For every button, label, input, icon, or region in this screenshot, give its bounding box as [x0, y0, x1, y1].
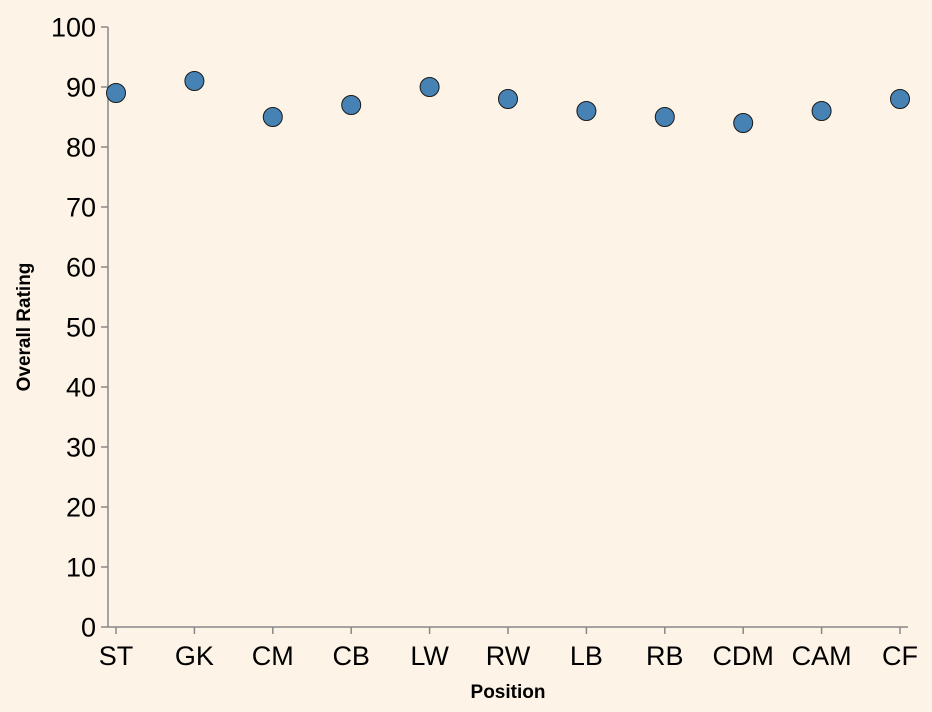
data-point-lw [419, 77, 440, 97]
data-point-lb [576, 101, 597, 121]
x-tick-label: GK [175, 641, 214, 671]
data-point-cb [341, 95, 362, 115]
data-point-cf [890, 89, 910, 109]
data-point-rw [498, 89, 518, 109]
y-axis: 0 10 20 30 40 50 60 70 80 90 100 [51, 13, 109, 643]
data-point-gk [184, 71, 205, 91]
data-point-cm [262, 107, 283, 127]
y-tick-label: 40 [66, 373, 96, 403]
data-point-cam [811, 101, 832, 121]
data-point-rb [654, 107, 675, 127]
x-tick-label: CB [332, 641, 370, 671]
data-point-cdm [733, 113, 754, 133]
x-tick-label: ST [99, 641, 134, 671]
y-tick-label: 20 [66, 493, 96, 523]
y-tick-label: 30 [66, 433, 96, 463]
y-tick-label: 10 [66, 553, 96, 583]
y-axis-title: Overall Rating [14, 263, 35, 392]
x-tick-label: CAM [792, 641, 852, 671]
data-points [106, 71, 910, 133]
y-tick-label: 70 [66, 193, 96, 223]
y-tick-label: 0 [81, 613, 96, 643]
y-tick-label: 50 [66, 313, 96, 343]
x-tick-label: LW [410, 641, 449, 671]
y-tick-label: 100 [51, 13, 96, 43]
x-tick-label: CM [252, 641, 294, 671]
x-tick-label: LB [570, 641, 603, 671]
x-axis-title: Position [471, 682, 546, 703]
x-tick-label: CDM [712, 641, 774, 671]
x-tick-label: CF [882, 641, 918, 671]
x-tick-label: RW [486, 641, 531, 671]
x-axis: ST GK CM CB LW RW LB RB CDM CAM CF [99, 626, 918, 671]
y-tick-label: 90 [66, 73, 96, 103]
y-tick-label: 60 [66, 253, 96, 283]
y-tick-label: 80 [66, 133, 96, 163]
x-tick-label: RB [646, 641, 684, 671]
data-point-st [106, 83, 126, 103]
